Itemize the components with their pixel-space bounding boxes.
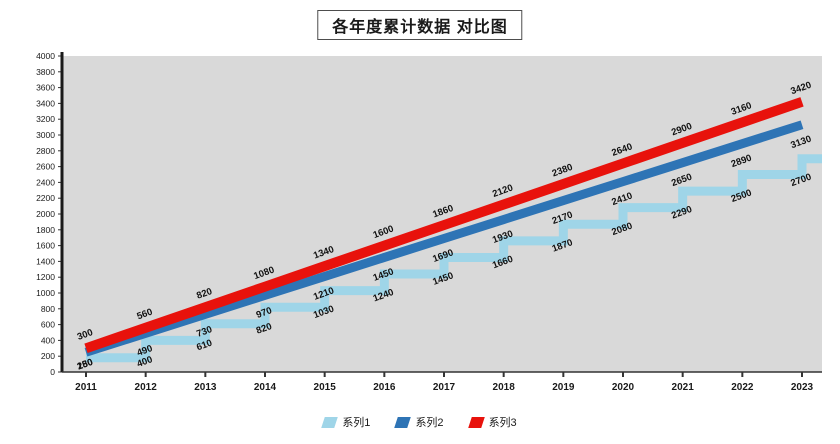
y-tick-label: 3000 bbox=[36, 130, 55, 140]
series-line-1 bbox=[86, 154, 822, 363]
data-label-series2: 250 bbox=[76, 357, 95, 373]
legend-item-series3: 系列3 bbox=[467, 414, 517, 430]
data-label-series2: 490 bbox=[135, 343, 154, 359]
legend-label-series2: 系列2 bbox=[415, 417, 444, 429]
legend-swatch-series2-icon bbox=[394, 416, 412, 428]
x-tick-label: 2018 bbox=[493, 382, 516, 393]
legend-item-series1: 系列1 bbox=[321, 414, 371, 430]
x-tick-label: 2015 bbox=[314, 382, 337, 393]
legend-item-series2: 系列2 bbox=[394, 414, 444, 430]
legend-swatch-series1-icon bbox=[321, 416, 339, 428]
y-tick-label: 800 bbox=[41, 304, 55, 314]
data-label-series2: 970 bbox=[255, 305, 274, 321]
x-tick-label: 2021 bbox=[672, 382, 695, 393]
x-tick-label: 2023 bbox=[791, 382, 814, 393]
data-label-series1: 820 bbox=[255, 321, 274, 337]
y-tick-label: 0 bbox=[50, 367, 55, 377]
y-tick-label: 2000 bbox=[36, 209, 55, 219]
data-label-series1: 610 bbox=[195, 338, 214, 354]
x-tick-label: 2014 bbox=[254, 382, 277, 393]
legend: 系列1 系列2 系列3 bbox=[0, 414, 840, 430]
y-tick-label: 3400 bbox=[36, 98, 55, 108]
y-tick-label: 3600 bbox=[36, 83, 55, 93]
y-tick-label: 1800 bbox=[36, 225, 55, 235]
legend-label-series3: 系列3 bbox=[488, 417, 517, 429]
y-tick-label: 2200 bbox=[36, 193, 55, 203]
x-tick-label: 2019 bbox=[552, 382, 575, 393]
legend-swatch-series3-icon bbox=[467, 416, 485, 428]
data-label-series3: 300 bbox=[76, 327, 95, 343]
y-tick-label: 400 bbox=[41, 335, 55, 345]
data-label-series2: 730 bbox=[195, 324, 214, 340]
x-tick-label: 2017 bbox=[433, 382, 456, 393]
y-tick-label: 3800 bbox=[36, 67, 55, 77]
y-tick-label: 2800 bbox=[36, 146, 55, 156]
series-line-2 bbox=[84, 120, 804, 357]
legend-label-series1: 系列1 bbox=[342, 417, 371, 429]
data-label-series1: 180 bbox=[76, 357, 95, 373]
x-tick-label: 2016 bbox=[373, 382, 396, 393]
series-line-3 bbox=[84, 97, 804, 354]
data-label-series1: 400 bbox=[135, 354, 154, 370]
y-tick-label: 2600 bbox=[36, 162, 55, 172]
y-tick-label: 1600 bbox=[36, 241, 55, 251]
y-tick-label: 1200 bbox=[36, 272, 55, 282]
x-tick-label: 2020 bbox=[612, 382, 635, 393]
y-tick-label: 600 bbox=[41, 320, 55, 330]
x-tick-label: 2011 bbox=[75, 382, 97, 393]
x-tick-label: 2022 bbox=[731, 382, 754, 393]
y-tick-label: 3200 bbox=[36, 114, 55, 124]
y-tick-label: 2400 bbox=[36, 177, 55, 187]
y-tick-label: 1400 bbox=[36, 256, 55, 266]
data-label-series3: 820 bbox=[195, 286, 214, 302]
chart-title: 各年度累计数据 对比图 bbox=[317, 10, 523, 40]
x-tick-label: 2012 bbox=[135, 382, 158, 393]
y-tick-label: 200 bbox=[41, 351, 55, 361]
x-tick-label: 2013 bbox=[194, 382, 217, 393]
data-label-series3: 560 bbox=[135, 307, 154, 323]
y-tick-label: 4000 bbox=[36, 51, 55, 61]
y-tick-label: 1000 bbox=[36, 288, 55, 298]
